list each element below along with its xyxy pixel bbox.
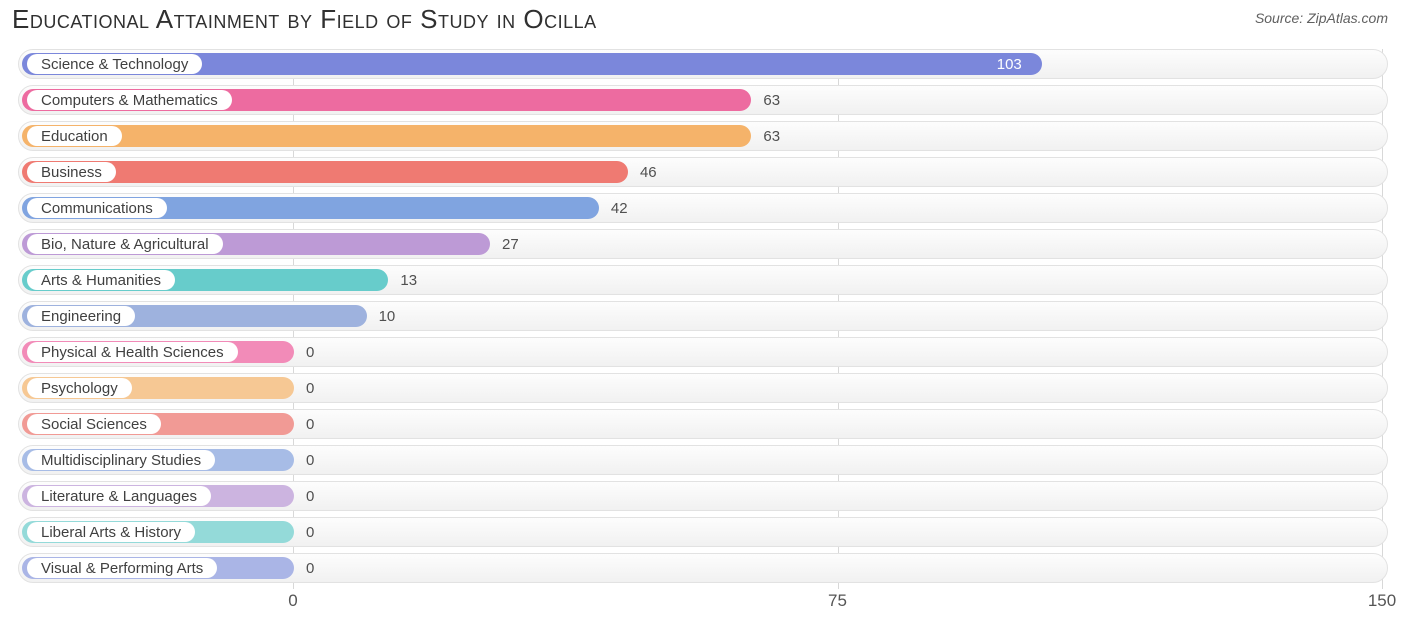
- chart-plot: Science & Technology 103 Computers & Mathe…: [18, 49, 1388, 589]
- x-tick-label: 75: [828, 591, 847, 611]
- bar-track: Physical & Health Sciences 0: [18, 337, 1388, 367]
- category-pill: Communications: [27, 198, 167, 218]
- value-label: 0: [306, 338, 314, 366]
- category-pill: Education: [27, 126, 122, 146]
- bar-track: Computers & Mathematics 63: [18, 85, 1388, 115]
- category-pill: Science & Technology: [27, 54, 202, 74]
- bar-track: Arts & Humanities 13: [18, 265, 1388, 295]
- bar-track: Literature & Languages 0: [18, 481, 1388, 511]
- bar-track: Bio, Nature & Agricultural 27: [18, 229, 1388, 259]
- value-label: 0: [306, 518, 314, 546]
- category-pill: Computers & Mathematics: [27, 90, 232, 110]
- category-pill: Business: [27, 162, 116, 182]
- chart-title: Educational Attainment by Field of Study…: [12, 4, 597, 35]
- value-label: 63: [763, 122, 780, 150]
- bar-track: Multidisciplinary Studies 0: [18, 445, 1388, 475]
- category-pill: Visual & Performing Arts: [27, 558, 217, 578]
- bar-track: Science & Technology 103: [18, 49, 1388, 79]
- x-tick-label: 150: [1368, 591, 1396, 611]
- value-label: 0: [306, 410, 314, 438]
- value-label: 103: [997, 50, 1022, 78]
- value-label: 0: [306, 446, 314, 474]
- value-label: 27: [502, 230, 519, 258]
- value-label: 42: [611, 194, 628, 222]
- chart-rows: Science & Technology 103 Computers & Mathe…: [18, 49, 1388, 583]
- category-pill: Psychology: [27, 378, 132, 398]
- value-label: 0: [306, 374, 314, 402]
- bar-track: Business 46: [18, 157, 1388, 187]
- category-pill: Literature & Languages: [27, 486, 211, 506]
- x-axis: 075150: [18, 589, 1388, 619]
- value-label: 13: [400, 266, 417, 294]
- bar-track: Engineering 10: [18, 301, 1388, 331]
- bar-track: Visual & Performing Arts 0: [18, 553, 1388, 583]
- chart-source: Source: ZipAtlas.com: [1255, 4, 1388, 26]
- bar-track: Education 63: [18, 121, 1388, 151]
- category-pill: Physical & Health Sciences: [27, 342, 238, 362]
- bar: [22, 125, 751, 147]
- bar-track: Social Sciences 0: [18, 409, 1388, 439]
- value-label: 0: [306, 482, 314, 510]
- category-pill: Engineering: [27, 306, 135, 326]
- bar-track: Psychology 0: [18, 373, 1388, 403]
- value-label: 46: [640, 158, 657, 186]
- category-pill: Bio, Nature & Agricultural: [27, 234, 223, 254]
- value-label: 0: [306, 554, 314, 582]
- bar-track: Liberal Arts & History 0: [18, 517, 1388, 547]
- value-label: 10: [379, 302, 396, 330]
- category-pill: Liberal Arts & History: [27, 522, 195, 542]
- value-label: 63: [763, 86, 780, 114]
- category-pill: Multidisciplinary Studies: [27, 450, 215, 470]
- x-tick-label: 0: [288, 591, 297, 611]
- bar-track: Communications 42: [18, 193, 1388, 223]
- chart-header: Educational Attainment by Field of Study…: [0, 0, 1406, 39]
- chart-area: Science & Technology 103 Computers & Mathe…: [0, 39, 1406, 589]
- category-pill: Social Sciences: [27, 414, 161, 434]
- category-pill: Arts & Humanities: [27, 270, 175, 290]
